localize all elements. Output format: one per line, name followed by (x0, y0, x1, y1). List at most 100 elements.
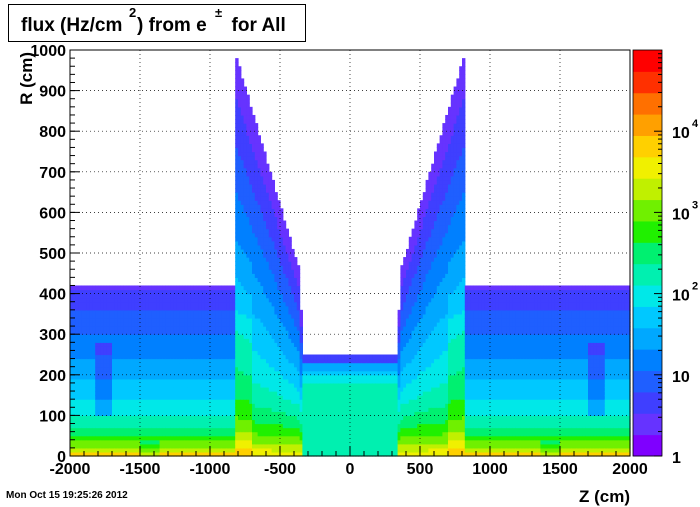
heatmap-cell (151, 346, 155, 352)
heatmap-cell (140, 305, 144, 311)
heatmap-cell (313, 435, 317, 441)
heatmap-cell (137, 431, 141, 437)
heatmap-cell (89, 350, 93, 356)
heatmap-cell (75, 439, 79, 445)
heatmap-cell (154, 447, 158, 453)
heatmap-cell (263, 366, 267, 372)
heatmap-cell (392, 427, 396, 433)
heatmap-cell (280, 447, 284, 453)
heatmap-cell (89, 346, 93, 352)
heatmap-cell (126, 403, 130, 408)
heatmap-cell (210, 370, 214, 376)
heatmap-cell (221, 338, 225, 343)
heatmap-cell (159, 395, 163, 400)
heatmap-cell (324, 443, 329, 449)
heatmap-cell (389, 403, 393, 408)
heatmap-cell (218, 419, 222, 425)
heatmap-cell (252, 114, 256, 120)
heatmap-cell (249, 248, 253, 254)
heatmap-cell (243, 147, 247, 153)
heatmap-cell (288, 439, 292, 445)
heatmap-cell (229, 354, 233, 360)
heatmap-cell (128, 423, 133, 429)
heatmap-cell (260, 386, 264, 392)
heatmap-cell (246, 419, 250, 425)
heatmap-cell (263, 346, 267, 352)
heatmap-cell (246, 334, 250, 339)
heatmap-cell (168, 378, 172, 384)
heatmap-cell (89, 297, 93, 303)
heatmap-cell (254, 220, 259, 226)
heatmap-cell (344, 447, 348, 453)
heatmap-cell (257, 391, 261, 396)
heatmap-cell (271, 326, 275, 331)
heatmap-cell (232, 342, 236, 347)
heatmap-cell (154, 431, 158, 437)
heatmap-cell (294, 431, 298, 437)
heatmap-cell (221, 289, 225, 295)
heatmap-cell (81, 374, 85, 380)
heatmap-cell (126, 439, 130, 445)
heatmap-cell (282, 277, 287, 283)
heatmap-cell (81, 378, 85, 384)
heatmap-cell (257, 419, 261, 425)
heatmap-cell (134, 451, 138, 457)
heatmap-cell (117, 382, 121, 388)
heatmap-cell (156, 362, 161, 368)
heatmap-cell (263, 354, 267, 360)
heatmap-cell (288, 451, 292, 457)
heatmap-cell (182, 399, 186, 404)
heatmap-cell (148, 301, 152, 307)
heatmap-cell (338, 427, 343, 433)
heatmap-cell (285, 378, 289, 384)
heatmap-cell (257, 358, 261, 364)
heatmap-cell (196, 415, 200, 421)
heatmap-cell (308, 386, 312, 392)
heatmap-cell (137, 334, 141, 339)
heatmap-cell (249, 378, 253, 384)
heatmap-cell (364, 399, 368, 404)
heatmap-cell (257, 175, 261, 181)
heatmap-cell (204, 423, 208, 429)
heatmap-cell (109, 354, 113, 360)
heatmap-cell (238, 447, 242, 453)
heatmap-cell (257, 330, 261, 335)
heatmap-cell (260, 167, 264, 173)
heatmap-cell (238, 163, 242, 169)
heatmap-cell (366, 370, 371, 376)
heatmap-cell (92, 386, 96, 392)
heatmap-cell (151, 334, 155, 339)
heatmap-cell (72, 374, 77, 380)
heatmap-cell (280, 350, 284, 356)
heatmap-cell (81, 326, 85, 331)
heatmap-cell (310, 419, 315, 425)
heatmap-cell (246, 289, 250, 295)
heatmap-cell (221, 386, 225, 392)
heatmap-cell (361, 382, 365, 388)
heatmap-cell (350, 399, 354, 404)
heatmap-cell (271, 305, 275, 311)
heatmap-cell (257, 443, 261, 449)
heatmap-cell (151, 358, 155, 364)
heatmap-cell (232, 427, 236, 433)
heatmap-cell (369, 447, 373, 453)
heatmap-cell (280, 419, 284, 425)
heatmap-cell (316, 431, 320, 437)
heatmap-cell (268, 326, 273, 331)
heatmap-cell (240, 175, 245, 181)
heatmap-cell (364, 358, 368, 364)
heatmap-cell (207, 439, 211, 445)
heatmap-cell (260, 163, 264, 169)
heatmap-cell (299, 350, 303, 356)
heatmap-cell (131, 370, 135, 376)
heatmap-cell (212, 354, 217, 360)
heatmap-cell (274, 200, 278, 205)
heatmap-cell (95, 285, 99, 291)
heatmap-cell (179, 301, 183, 307)
heatmap-cell (75, 435, 79, 441)
heatmap-cell (254, 200, 259, 205)
heatmap-cell (291, 326, 295, 331)
heatmap-cell (196, 342, 200, 347)
heatmap-cell (260, 431, 264, 437)
heatmap-cell (70, 427, 74, 433)
